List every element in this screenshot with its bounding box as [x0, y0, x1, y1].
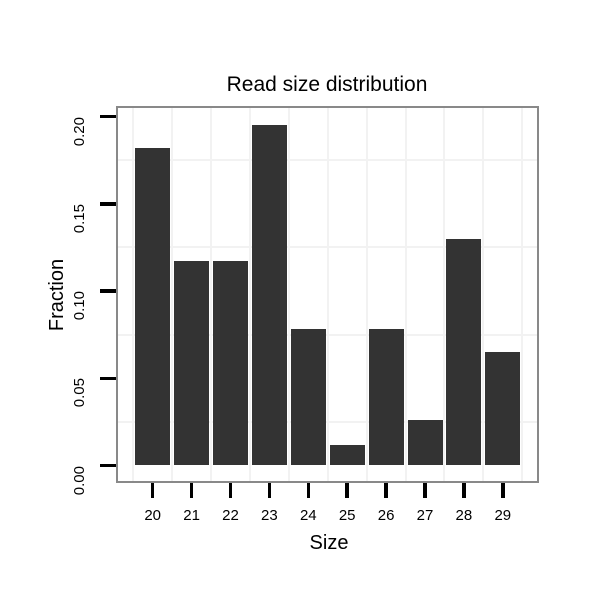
x-tick-label: 26: [377, 507, 395, 524]
x-tick-label: 24: [299, 507, 317, 524]
bar-size-28: [446, 238, 482, 466]
x-tick: [228, 483, 233, 498]
y-tick-label: 0.20: [71, 116, 88, 146]
x-axis-label: Size: [309, 532, 349, 554]
minor-gridline-vertical: [326, 108, 329, 481]
y-tick-label: 0.00: [71, 465, 88, 495]
x-tick-label: 22: [222, 507, 239, 524]
bar-size-26: [368, 329, 404, 466]
x-tick: [189, 483, 194, 498]
minor-gridline-vertical: [248, 108, 251, 481]
minor-gridline-vertical: [521, 108, 524, 481]
y-tick-label: 0.15: [71, 203, 88, 233]
x-tick-label: 28: [455, 507, 473, 524]
plot-panel: [116, 106, 539, 483]
x-tick: [384, 483, 388, 498]
x-tick: [501, 483, 505, 498]
minor-gridline-horizontal: [118, 246, 537, 249]
y-tick: [99, 289, 116, 293]
bar-size-23: [251, 125, 287, 466]
minor-gridline-vertical: [404, 108, 407, 481]
x-tick: [306, 483, 311, 498]
minor-gridline-vertical: [443, 108, 446, 481]
minor-gridline-horizontal: [118, 333, 537, 336]
x-tick: [267, 483, 272, 498]
bar-size-21: [174, 261, 210, 466]
minor-gridline-vertical: [287, 108, 290, 481]
minor-gridline-vertical: [171, 108, 174, 481]
chart-title: Read size distribution: [226, 73, 428, 96]
y-tick-label: 0.10: [71, 291, 88, 321]
bar-size-20: [135, 147, 171, 466]
bar-size-25: [329, 444, 365, 466]
x-tick-label: 20: [144, 507, 162, 524]
bar-size-27: [407, 420, 443, 466]
x-tick-label: 23: [261, 507, 278, 524]
minor-gridline-horizontal: [118, 159, 537, 162]
x-tick-label: 27: [416, 507, 434, 524]
x-tick: [150, 483, 155, 498]
x-tick: [345, 483, 349, 498]
minor-gridline-vertical: [210, 108, 213, 481]
y-tick: [99, 376, 116, 380]
bar-size-24: [290, 329, 326, 466]
x-tick-label: 21: [183, 507, 200, 524]
x-tick: [462, 483, 466, 498]
bar-size-22: [213, 261, 248, 466]
x-tick: [423, 483, 427, 498]
x-tick-label: 29: [494, 507, 512, 524]
y-tick: [99, 463, 116, 468]
y-axis-label: Fraction: [46, 258, 68, 332]
minor-gridline-vertical: [132, 108, 135, 481]
x-tick-label: 25: [338, 507, 356, 524]
y-tick: [99, 114, 116, 119]
bar-size-29: [485, 352, 521, 466]
minor-gridline-horizontal: [118, 420, 537, 423]
y-tick: [99, 202, 116, 206]
minor-gridline-vertical: [365, 108, 368, 481]
y-tick-label: 0.05: [71, 378, 88, 408]
minor-gridline-vertical: [482, 108, 485, 481]
